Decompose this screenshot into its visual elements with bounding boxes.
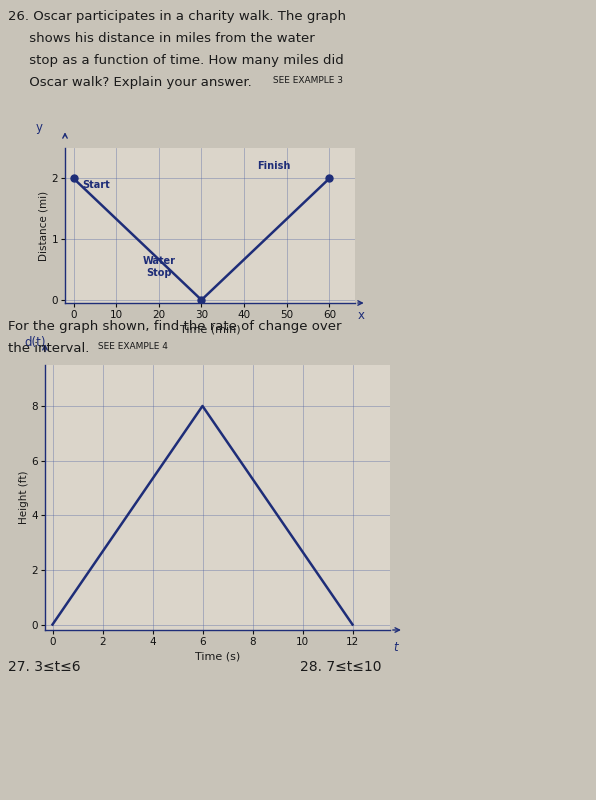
Text: Oscar walk? Explain your answer.: Oscar walk? Explain your answer. — [8, 76, 252, 89]
Text: x: x — [358, 309, 365, 322]
Y-axis label: Height (ft): Height (ft) — [18, 470, 29, 524]
X-axis label: Time (min): Time (min) — [179, 324, 240, 334]
Text: 26. Oscar participates in a charity walk. The graph: 26. Oscar participates in a charity walk… — [8, 10, 346, 23]
Text: Water
Stop: Water Stop — [142, 256, 175, 278]
Text: For the graph shown, find the rate of change over: For the graph shown, find the rate of ch… — [8, 320, 342, 333]
Text: t: t — [393, 641, 398, 654]
X-axis label: Time (s): Time (s) — [195, 651, 240, 661]
Text: y: y — [36, 121, 43, 134]
Text: SEE EXAMPLE 3: SEE EXAMPLE 3 — [270, 76, 343, 85]
Text: the interval.: the interval. — [8, 342, 89, 355]
Text: stop as a function of time. How many miles did: stop as a function of time. How many mil… — [8, 54, 344, 67]
Text: SEE EXAMPLE 4: SEE EXAMPLE 4 — [95, 342, 168, 351]
Text: Start: Start — [82, 180, 110, 190]
Text: d(t): d(t) — [24, 336, 46, 349]
Y-axis label: Distance (mi): Distance (mi) — [39, 190, 49, 261]
Text: Finish: Finish — [257, 161, 291, 171]
Text: 28. 7≤t≤10: 28. 7≤t≤10 — [300, 660, 381, 674]
Text: 27. 3≤t≤6: 27. 3≤t≤6 — [8, 660, 80, 674]
Text: shows his distance in miles from the water: shows his distance in miles from the wat… — [8, 32, 315, 45]
